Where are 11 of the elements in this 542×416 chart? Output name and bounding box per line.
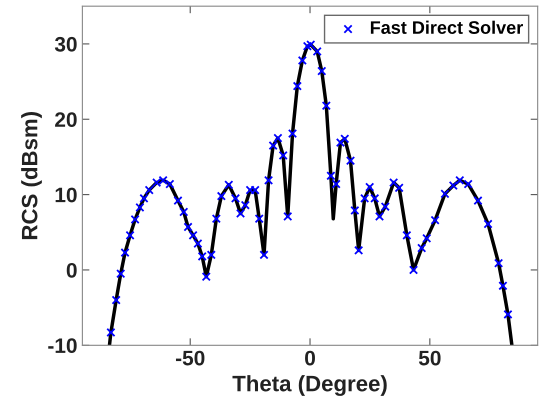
y-tick-label: 0 bbox=[66, 262, 77, 278]
x-tick-label: 50 bbox=[418, 350, 441, 366]
y-axis-title: RCS (dBsm) bbox=[21, 112, 42, 240]
legend-label: Fast Direct Solver bbox=[370, 20, 523, 34]
y-tick-label: 30 bbox=[54, 36, 77, 52]
x-tick-label: 0 bbox=[305, 350, 315, 366]
x-tick-label: -50 bbox=[176, 350, 204, 366]
x-axis-title: Theta (Degree) bbox=[232, 375, 387, 396]
y-tick-label: 10 bbox=[56, 188, 77, 202]
y-tick-label: -10 bbox=[48, 338, 77, 354]
y-tick-label: 20 bbox=[55, 112, 77, 128]
